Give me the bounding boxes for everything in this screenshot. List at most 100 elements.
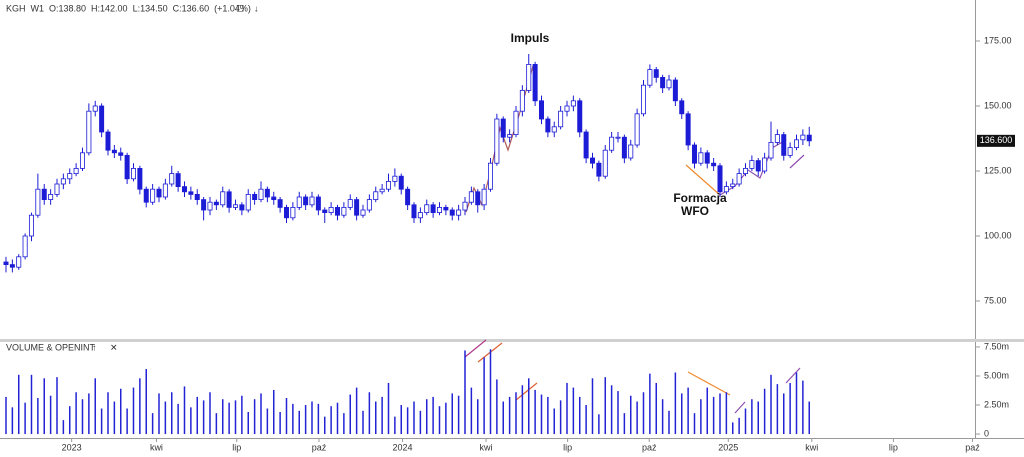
volume-bar <box>687 387 689 435</box>
candle-body <box>28 214 34 237</box>
volume-bar <box>24 402 26 435</box>
candle-body <box>111 149 117 154</box>
candle-body <box>774 134 780 143</box>
trend-line <box>515 382 538 401</box>
candle-body <box>672 79 678 102</box>
volume-bar <box>795 372 798 435</box>
candle-body <box>360 209 366 216</box>
close-icon[interactable]: ✕ <box>110 342 118 352</box>
candle-body <box>806 134 812 142</box>
volume-bar <box>323 416 326 435</box>
candle-body <box>156 188 162 198</box>
volume-bar <box>770 374 772 435</box>
candle-body <box>347 199 353 208</box>
volume-bar <box>693 413 696 435</box>
up-icon[interactable]: ↑ <box>92 342 97 352</box>
volume-bar <box>400 405 402 435</box>
volume-bar <box>253 399 256 435</box>
volume-bar <box>81 399 84 435</box>
volume-bar <box>751 399 753 435</box>
candle-body <box>92 105 98 112</box>
candle-body <box>322 209 328 213</box>
volume-bar <box>145 369 147 435</box>
volume-bar <box>700 399 702 435</box>
volume-bar <box>119 388 122 435</box>
candle-body <box>162 183 168 198</box>
arrow-icon[interactable]: ↓ <box>254 3 259 13</box>
volume-bar <box>62 420 65 435</box>
x-tick-label: paź <box>965 442 980 452</box>
candle-body <box>73 167 79 174</box>
volume-bar <box>413 401 415 435</box>
candle-body <box>704 152 710 164</box>
candle-body <box>711 162 717 167</box>
volume-bar <box>343 413 345 435</box>
volume-bar <box>668 410 670 435</box>
candle-body <box>762 157 768 172</box>
volume-bar <box>279 411 281 435</box>
candle-body <box>749 160 755 169</box>
volume-bar <box>515 392 517 435</box>
candle-body <box>723 186 729 193</box>
volume-bar <box>763 388 766 435</box>
volume-bar <box>617 391 619 435</box>
candle-body <box>545 118 551 133</box>
volume-bar <box>139 378 141 435</box>
x-tick-label: lip <box>232 442 241 452</box>
candle-body <box>130 167 136 180</box>
candle-body <box>583 131 589 159</box>
candle-body <box>621 136 627 159</box>
settings-icon[interactable]: ☐ <box>236 3 244 13</box>
header: KGH W1 O:138.80 H:142.00 L:134.50 C:136.… <box>6 3 251 13</box>
candle-body <box>60 178 66 185</box>
candle-body <box>137 167 143 190</box>
candle-body <box>207 201 213 211</box>
volume-bar <box>585 405 587 435</box>
candle-body <box>9 264 15 268</box>
volume-bar <box>183 386 186 435</box>
candle-body <box>558 110 564 128</box>
volume-bar <box>285 398 288 435</box>
volume-bar <box>674 372 677 435</box>
candle-body <box>143 188 149 203</box>
candle-body <box>373 191 379 201</box>
candle-body <box>475 191 481 206</box>
candle-body <box>245 193 251 211</box>
candle-body <box>462 201 468 211</box>
volume-bar <box>387 382 390 435</box>
volume-bar <box>355 387 358 435</box>
candle-body <box>118 152 124 156</box>
candle-body <box>150 188 156 203</box>
volume-bar <box>158 393 160 435</box>
candle-body <box>602 149 608 177</box>
candle-body <box>379 188 385 193</box>
x-tick-label: kwi <box>805 442 818 452</box>
candle-body <box>596 162 602 177</box>
volume-bar <box>470 387 473 435</box>
volume-bar <box>272 389 275 435</box>
volume-bar <box>30 374 33 435</box>
candle-body <box>730 183 736 187</box>
candle-body <box>494 118 500 164</box>
candle-body <box>736 173 742 185</box>
volume-bar <box>298 410 300 435</box>
candle-body <box>79 152 85 169</box>
candle-body <box>405 188 411 206</box>
volume-bar <box>170 392 173 435</box>
volume-bar <box>744 408 747 435</box>
volume-bar <box>406 407 409 435</box>
candle-body <box>513 110 519 135</box>
candle-body <box>290 206 296 219</box>
volume-bar <box>68 406 71 435</box>
x-tick-label: kwi <box>150 442 163 452</box>
volume-bar <box>196 396 198 435</box>
candle-body <box>532 64 538 102</box>
volume-bar <box>712 396 715 435</box>
candle-body <box>277 199 283 208</box>
candle-body <box>105 131 111 151</box>
volume-bar <box>100 408 103 435</box>
candle-body <box>239 204 245 211</box>
candle-body <box>99 105 105 133</box>
volume-bar <box>177 403 179 435</box>
y-tick-label: 125.00 <box>984 165 1012 175</box>
